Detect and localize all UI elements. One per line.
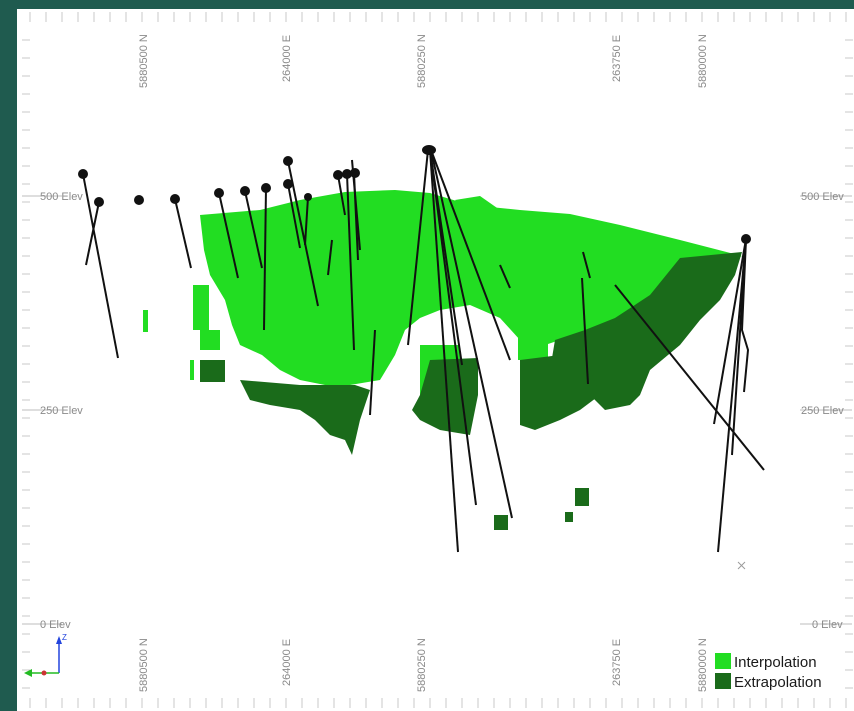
close-x-icon[interactable] bbox=[737, 561, 746, 570]
drillhole-7 bbox=[287, 160, 319, 307]
axis-triad-icon: Z bbox=[24, 633, 67, 677]
coord-bottom-1: 5880500 N bbox=[138, 638, 150, 692]
drillhole-10 bbox=[327, 239, 333, 276]
drillhole-11 bbox=[337, 174, 346, 216]
drillhole-16 bbox=[407, 149, 429, 346]
coord-top-3: 5880250 N bbox=[416, 34, 428, 88]
drillhole-9 bbox=[304, 196, 309, 246]
coord-top-1: 5880500 N bbox=[138, 34, 150, 88]
coord-bottom-3: 5880250 N bbox=[416, 638, 428, 692]
coord-bottom-2: 264000 E bbox=[281, 639, 293, 686]
coord-top-5: 5880000 N bbox=[697, 34, 709, 88]
axis-z-label: Z bbox=[62, 633, 67, 642]
drillhole-25 bbox=[614, 284, 765, 471]
legend-swatch-interpolation bbox=[715, 653, 731, 669]
drillhole-3 bbox=[174, 198, 192, 269]
legend-swatch-extrapolation bbox=[715, 673, 731, 689]
extrapolation-blocks bbox=[200, 252, 742, 530]
drillhole-15 bbox=[369, 329, 376, 416]
drillhole-14 bbox=[353, 172, 359, 261]
elev-label-500-left: 500 Elev bbox=[40, 191, 83, 203]
elev-label-0-left: 0 Elev bbox=[40, 619, 71, 631]
drillhole-29 bbox=[740, 238, 750, 393]
drillhole-17 bbox=[429, 149, 459, 553]
legend-label-interpolation: Interpolation bbox=[734, 654, 817, 671]
drillhole-26 bbox=[717, 238, 747, 553]
elev-label-0-right: 0 Elev bbox=[812, 619, 843, 631]
drillhole-8 bbox=[287, 183, 301, 249]
drillholes bbox=[82, 149, 765, 553]
coord-bottom-5: 5880000 N bbox=[697, 638, 709, 692]
drillhole-18 bbox=[429, 149, 477, 506]
drillhole-24 bbox=[581, 277, 589, 385]
drillhole-6 bbox=[263, 187, 267, 331]
drillhole-5 bbox=[244, 190, 263, 269]
drillhole-collars bbox=[78, 145, 751, 244]
drillhole-21 bbox=[429, 149, 463, 366]
drillhole-23 bbox=[582, 251, 591, 279]
elev-label-250-right: 250 Elev bbox=[801, 405, 844, 417]
ruler-ticks bbox=[22, 12, 853, 708]
coord-top-4: 263750 E bbox=[611, 35, 623, 82]
drillhole-19 bbox=[430, 149, 513, 519]
legend: Interpolation Extrapolation bbox=[715, 653, 822, 691]
legend-label-extrapolation: Extrapolation bbox=[734, 674, 822, 691]
elev-label-500-right: 500 Elev bbox=[801, 191, 844, 203]
drillhole-4 bbox=[218, 192, 239, 279]
drillhole-12 bbox=[346, 173, 355, 351]
drillhole-1 bbox=[82, 173, 119, 359]
drillhole-22 bbox=[499, 264, 511, 289]
coord-bottom-4: 263750 E bbox=[611, 639, 623, 686]
drillhole-20 bbox=[430, 149, 511, 361]
elev-label-250-left: 250 Elev bbox=[40, 405, 83, 417]
elevation-grid bbox=[22, 195, 852, 625]
coord-top-2: 264000 E bbox=[281, 35, 293, 82]
drillhole-27 bbox=[713, 238, 747, 425]
drillhole-2 bbox=[85, 201, 100, 266]
